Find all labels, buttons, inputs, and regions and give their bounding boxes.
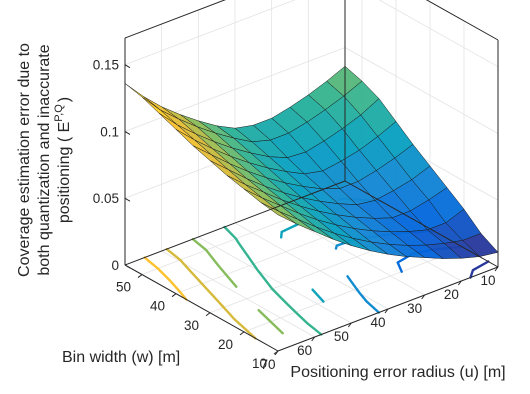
z-tick-mark <box>124 264 131 269</box>
grid-line <box>243 247 465 333</box>
contour-line <box>280 222 325 303</box>
y-tick-label: 50 <box>116 280 131 295</box>
surface-mesh <box>124 65 499 259</box>
z-axis-label: Coverage estimation error due to <box>16 43 33 277</box>
y-tick-mark <box>273 350 279 355</box>
z-tick-label: 0.05 <box>93 191 119 206</box>
y-tick-mark <box>137 274 143 278</box>
z-axis-label-line-1: Coverage estimation error due to <box>16 43 33 277</box>
z-tick-mark <box>124 197 131 202</box>
axis-frame-line <box>124 180 346 266</box>
contour-line <box>165 247 257 340</box>
z-tick-label: 0.1 <box>100 124 119 139</box>
z-axis-label: both quantization and inaccurate <box>36 44 53 275</box>
contour-line <box>191 237 284 335</box>
y-tick-label: 40 <box>150 299 165 314</box>
x-tick-label: 40 <box>370 315 385 330</box>
x-tick-label: 30 <box>407 301 422 316</box>
grid-line <box>378 0 499 68</box>
z-tick-mark <box>124 64 131 69</box>
x-axis-label: Positioning error radius (u) [m] <box>290 364 505 381</box>
x-tick-label: 60 <box>297 343 312 358</box>
grid-line <box>198 236 352 324</box>
contour-line <box>143 256 188 301</box>
x-tick-label: 20 <box>444 287 459 302</box>
z-axis-label-line-2: both quantization and inaccurate <box>36 44 53 275</box>
y-tick-label: 20 <box>218 337 233 352</box>
z-tick-label: 0.15 <box>93 58 119 73</box>
x-tick-mark <box>384 308 389 314</box>
y-tick-label: 30 <box>184 318 199 333</box>
x-tick-mark <box>494 266 499 272</box>
y-axis-line <box>124 264 279 352</box>
z-tick-label: 0 <box>111 258 119 273</box>
z-axis-label-line-3: positioning ( E <box>56 122 73 223</box>
x-tick-label: 70 <box>260 357 275 372</box>
grid-line <box>161 250 315 338</box>
y-tick-mark <box>171 293 177 298</box>
axis-frame-line <box>124 0 226 39</box>
y-axis-label: Bin width (w) [m] <box>62 349 180 366</box>
axis-frame-line <box>425 0 499 41</box>
contour-line <box>469 260 490 279</box>
axis-frame-line <box>344 180 499 268</box>
y-tick-mark <box>239 331 245 336</box>
x-tick-label: 10 <box>480 273 495 288</box>
surface-patch <box>143 96 179 120</box>
z-axis-label-superscript: P,Q <box>53 104 65 122</box>
y-tick-mark <box>205 312 211 317</box>
y-tick-label: 10 <box>252 356 267 371</box>
x-tick-label: 50 <box>334 329 349 344</box>
x-tick-mark <box>457 280 462 286</box>
grid-line <box>344 47 499 134</box>
z-axis-label-close: ) <box>56 97 73 102</box>
z-tick-mark <box>124 131 131 135</box>
x-tick-mark <box>421 294 426 300</box>
x-tick-mark <box>347 322 352 328</box>
z-axis-label: positioning ( EP,Q) <box>53 97 73 223</box>
x-tick-mark <box>311 336 316 342</box>
surface-patch <box>260 202 297 225</box>
